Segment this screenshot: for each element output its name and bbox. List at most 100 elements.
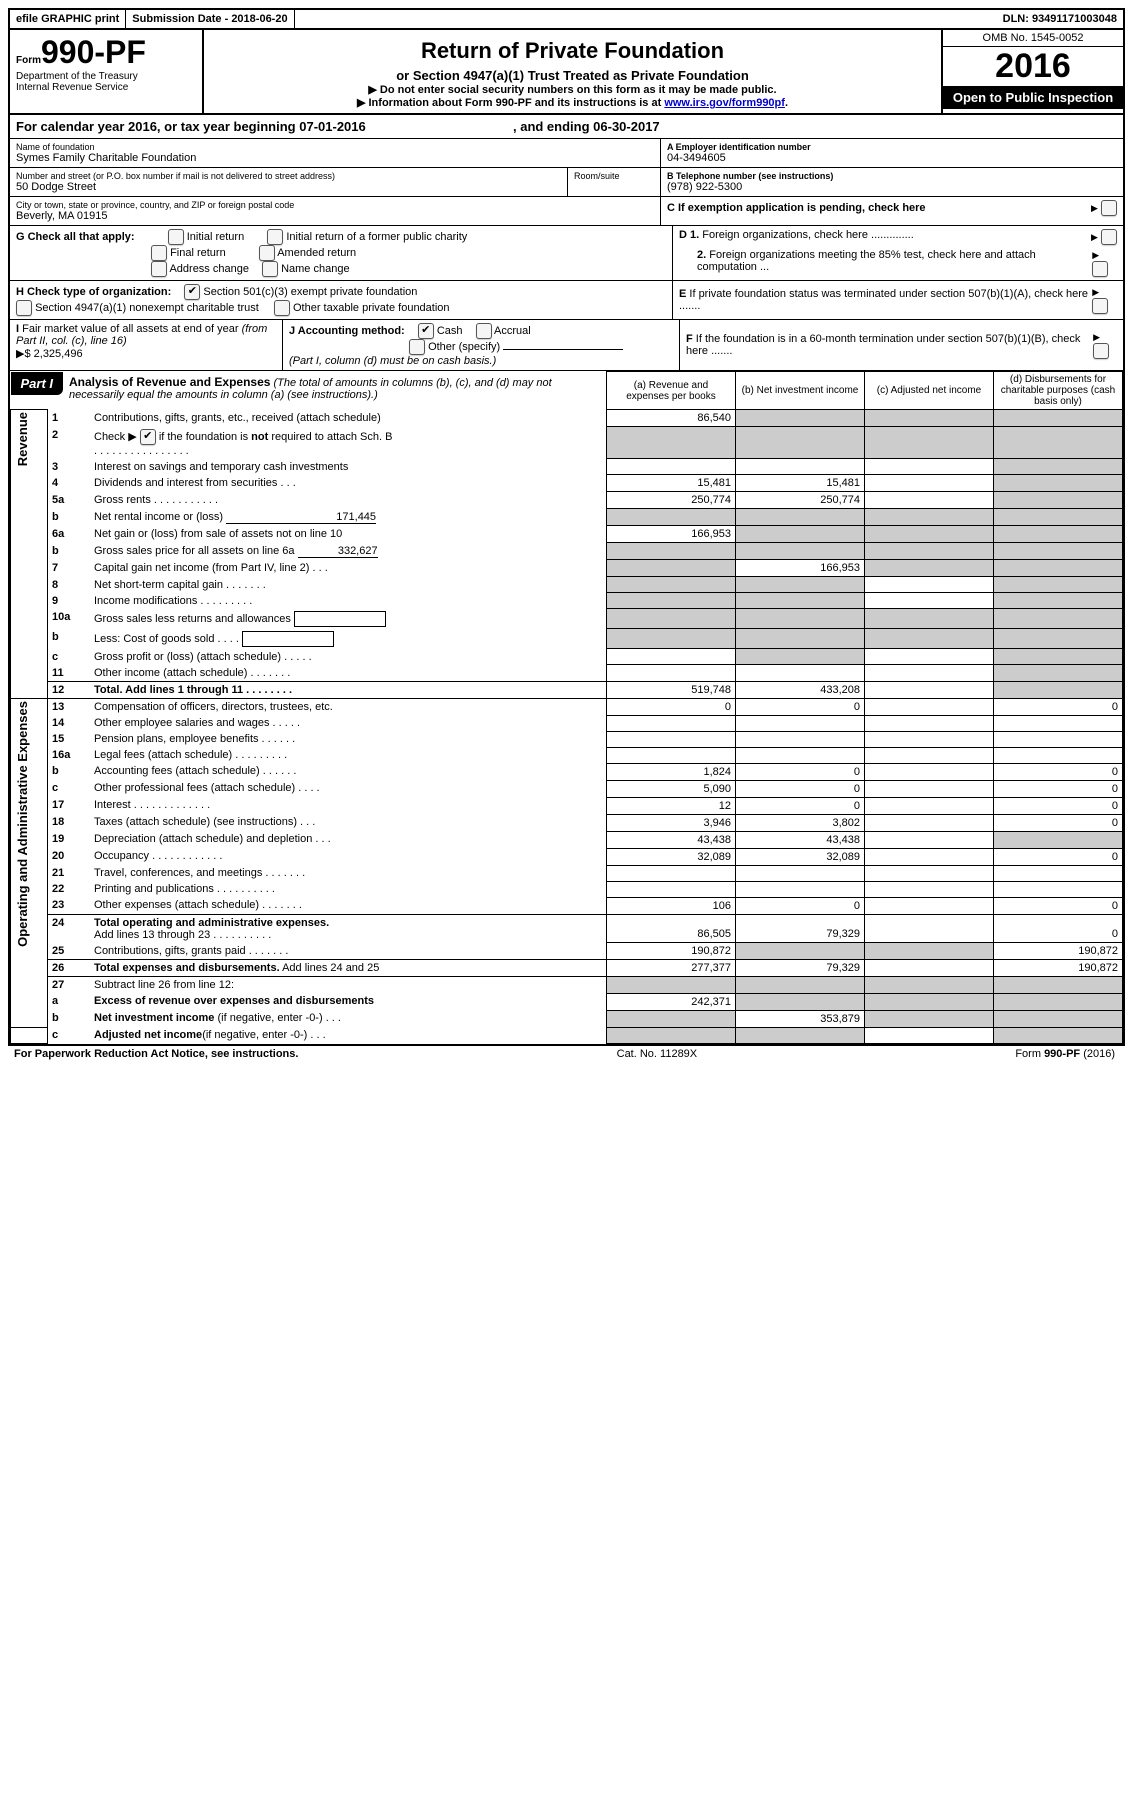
line-val-a: 43,438 — [607, 831, 736, 848]
city-block: City or town, state or province, country… — [10, 197, 1123, 226]
h-4947-checkbox[interactable] — [16, 300, 32, 316]
table-row: 24 Total operating and administrative ex… — [11, 914, 1123, 943]
line-val-d: 0 — [994, 914, 1123, 943]
j-accrual-checkbox[interactable] — [476, 323, 492, 339]
h-e-row: H Check type of organization: Section 50… — [10, 281, 1123, 320]
g-block: G Check all that apply: Initial return I… — [10, 226, 673, 280]
table-row: c Other professional fees (attach schedu… — [11, 780, 1123, 797]
line-val-b: 0 — [736, 698, 865, 715]
line-desc: Other expenses (attach schedule) . . . .… — [90, 897, 607, 914]
line-val-a: 0 — [607, 698, 736, 715]
form-990pf: efile GRAPHIC print Submission Date - 20… — [8, 8, 1125, 1046]
e-checkbox[interactable] — [1092, 298, 1108, 314]
line-desc: Gross sales less returns and allowances — [90, 609, 607, 629]
table-row: 4 Dividends and interest from securities… — [11, 475, 1123, 492]
line-desc: Net short-term capital gain . . . . . . … — [90, 577, 607, 593]
c-checkbox[interactable] — [1101, 200, 1117, 216]
form-word: Form — [16, 55, 41, 66]
line-desc: Accounting fees (attach schedule) . . . … — [90, 763, 607, 780]
g-name-checkbox[interactable] — [262, 261, 278, 277]
arrow-icon — [1091, 231, 1098, 243]
irs-link[interactable]: www.irs.gov/form990pf — [664, 97, 785, 109]
g-initial-former-checkbox[interactable] — [267, 229, 283, 245]
d-block: D 1. D 1. Foreign organizations, check h… — [673, 226, 1123, 280]
col-c-header: (c) Adjusted net income — [865, 372, 994, 410]
schb-checkbox[interactable] — [140, 429, 156, 445]
d1-checkbox[interactable] — [1101, 229, 1117, 245]
line-desc: Other income (attach schedule) . . . . .… — [90, 665, 607, 682]
j-other-checkbox[interactable] — [409, 339, 425, 355]
addr-label: Number and street (or P.O. box number if… — [16, 171, 561, 181]
line-val-a: 86,505 — [607, 914, 736, 943]
expenses-sidebar: Operating and Administrative Expenses — [15, 701, 30, 947]
j-other: Other (specify) — [428, 341, 500, 353]
g-d-row: G Check all that apply: Initial return I… — [10, 226, 1123, 281]
g-initial: Initial return — [187, 231, 244, 243]
form-subtitle: or Section 4947(a)(1) Trust Treated as P… — [210, 68, 935, 83]
g-amended-checkbox[interactable] — [259, 245, 275, 261]
line-desc: Net rental income or (loss) 171,445 — [90, 509, 607, 526]
ein-cell: A Employer identification number 04-3494… — [661, 139, 1123, 167]
tax-year: 2016 — [943, 47, 1123, 86]
l2-not: not — [251, 430, 268, 442]
l2-end: required to attach Sch. B — [268, 430, 392, 442]
line-num: 14 — [48, 715, 91, 731]
l10a-text: Gross sales less returns and allowances — [94, 612, 291, 624]
table-row: c Gross profit or (loss) (attach schedul… — [11, 649, 1123, 665]
j-cash-checkbox[interactable] — [418, 323, 434, 339]
g-initial-checkbox[interactable] — [168, 229, 184, 245]
f-block: F If the foundation is in a 60-month ter… — [680, 320, 1123, 370]
table-row: a Excess of revenue over expenses and di… — [11, 993, 1123, 1010]
line-val-b: 0 — [736, 797, 865, 814]
line-val-b: 250,774 — [736, 492, 865, 509]
id-block: Name of foundation Symes Family Charitab… — [10, 139, 1123, 168]
h-label: H Check type of organization: — [16, 286, 171, 298]
line-val-d: 0 — [994, 897, 1123, 914]
table-row: 5a Gross rents . . . . . . . . . . . 250… — [11, 492, 1123, 509]
omb-number: OMB No. 1545-0052 — [943, 30, 1123, 47]
room-cell: Room/suite — [567, 168, 660, 196]
table-row: 20 Occupancy . . . . . . . . . . . . 32,… — [11, 848, 1123, 865]
note2-prefix: ▶ Information about Form 990-PF and its … — [357, 97, 664, 109]
line-num: a — [48, 993, 91, 1010]
name-label: Name of foundation — [16, 142, 654, 152]
line-desc: Other employee salaries and wages . . . … — [90, 715, 607, 731]
l10b-text: Less: Cost of goods sold . . . . — [94, 632, 239, 644]
line-val-d: 0 — [994, 698, 1123, 715]
line-val-b: 32,089 — [736, 848, 865, 865]
line-desc: Net investment income (if negative, ente… — [90, 1010, 607, 1027]
footer-mid: Cat. No. 11289X — [617, 1048, 698, 1060]
submission-date: Submission Date - 2018-06-20 — [126, 10, 294, 28]
line-num: 21 — [48, 865, 91, 881]
d2-checkbox[interactable] — [1092, 261, 1108, 277]
g-final-checkbox[interactable] — [151, 245, 167, 261]
l5b-val: 171,445 — [226, 511, 376, 524]
line-num: 7 — [48, 560, 91, 577]
g-address-checkbox[interactable] — [151, 261, 167, 277]
l24-title: Total operating and administrative expen… — [94, 917, 329, 929]
line-num: 27 — [48, 977, 91, 994]
h-other-checkbox[interactable] — [274, 300, 290, 316]
line-val-d: 0 — [994, 763, 1123, 780]
line-desc: Less: Cost of goods sold . . . . — [90, 629, 607, 649]
line-desc: Check ▶ if the foundation is not require… — [90, 427, 607, 459]
f-checkbox[interactable] — [1093, 343, 1109, 359]
cal-end: 06-30-2017 — [593, 119, 660, 134]
line-desc: Capital gain net income (from Part IV, l… — [90, 560, 607, 577]
addr-value: 50 Dodge Street — [16, 181, 561, 193]
line-val-d: 0 — [994, 814, 1123, 831]
table-row: 10a Gross sales less returns and allowan… — [11, 609, 1123, 629]
line-val-d: 0 — [994, 797, 1123, 814]
line-desc: Taxes (attach schedule) (see instruction… — [90, 814, 607, 831]
line-desc: Gross sales price for all assets on line… — [90, 543, 607, 560]
tel-label: B Telephone number (see instructions) — [667, 171, 1117, 181]
form-header: Form990-PF Department of the Treasury In… — [10, 30, 1123, 115]
line-desc: Total expenses and disbursements. Add li… — [90, 960, 607, 977]
line-desc: Travel, conferences, and meetings . . . … — [90, 865, 607, 881]
dln: DLN: 93491171003048 — [997, 10, 1123, 28]
line-num: 22 — [48, 881, 91, 897]
j-label: J Accounting method: — [289, 325, 405, 337]
h-501c3: Section 501(c)(3) exempt private foundat… — [203, 286, 417, 298]
h-501c3-checkbox[interactable] — [184, 284, 200, 300]
line-num: 1 — [48, 410, 91, 427]
